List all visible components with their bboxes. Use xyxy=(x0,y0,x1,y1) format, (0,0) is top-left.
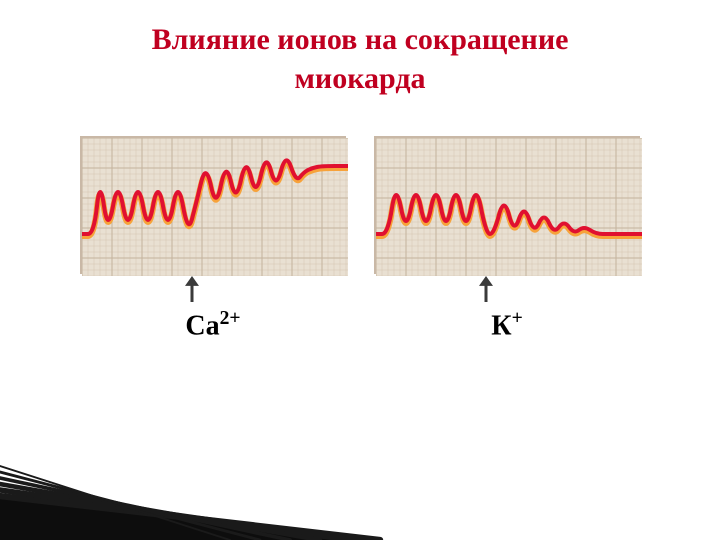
page-title: Влияние ионов на сокращение миокарда xyxy=(0,0,720,98)
k-label-sup: + xyxy=(512,308,523,329)
charts-row: Са2+ К+ xyxy=(0,136,720,342)
title-line-1: Влияние ионов на сокращение xyxy=(0,20,720,59)
k-ion-label: К+ xyxy=(491,308,522,342)
ca-wave xyxy=(82,138,348,276)
k-label-main: К xyxy=(491,310,511,341)
arrow-up-icon xyxy=(479,276,493,302)
k-arrow xyxy=(374,276,640,304)
k-chart-column: К+ xyxy=(374,136,640,342)
swoosh-decoration xyxy=(0,450,720,540)
k-chart-box xyxy=(374,136,640,274)
ca-label-main: Са xyxy=(185,310,219,341)
title-line-2: миокарда xyxy=(0,59,720,98)
arrow-up-icon xyxy=(185,276,199,302)
ca-ion-label: Са2+ xyxy=(185,308,240,342)
ca-chart-box xyxy=(80,136,346,274)
ca-label-sup: 2+ xyxy=(220,308,241,329)
ca-arrow xyxy=(80,276,346,304)
k-wave xyxy=(376,138,642,276)
ca-chart-column: Са2+ xyxy=(80,136,346,342)
